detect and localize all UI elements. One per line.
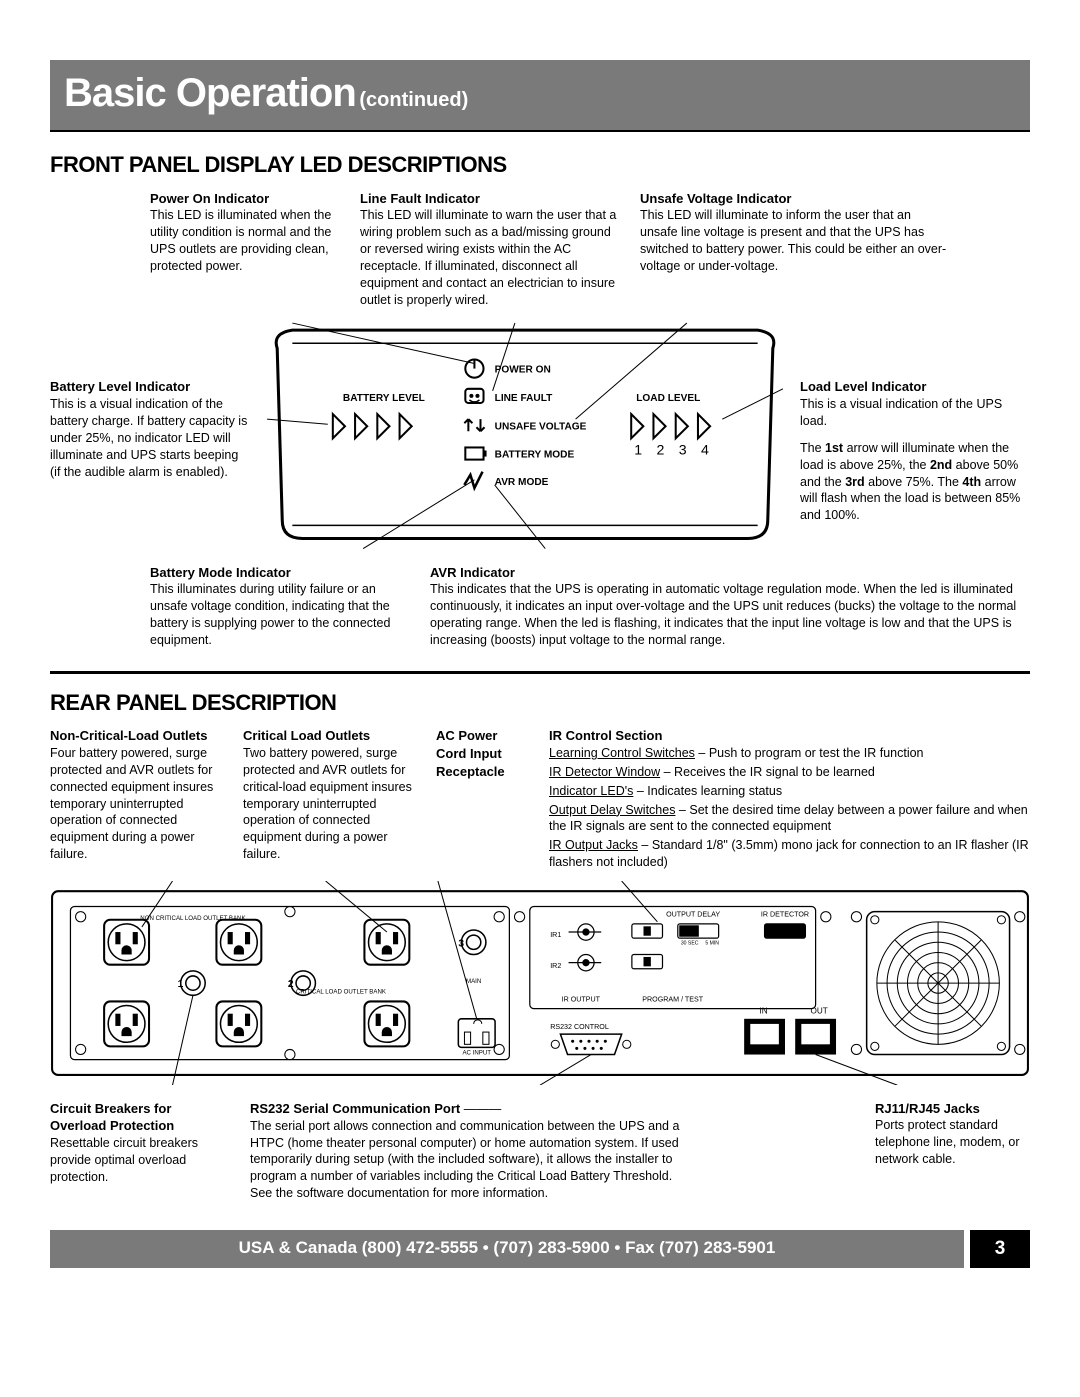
svg-text:2: 2 [656,443,664,459]
ir-item: IR Detector Window – Receives the IR sig… [549,764,1030,781]
svg-text:AVR MODE: AVR MODE [495,477,549,488]
ir-desc: IR Control Section Learning Control Swit… [549,727,1030,873]
line-fault-desc: Line Fault Indicator This LED will illum… [360,190,620,309]
svg-text:AC INPUT: AC INPUT [462,1050,491,1057]
svg-text:BATTERY MODE: BATTERY MODE [495,450,575,461]
svg-text:IR OUTPUT: IR OUTPUT [562,996,601,1004]
power-on-desc: Power On Indicator This LED is illuminat… [150,190,340,309]
svg-text:OUTPUT DELAY: OUTPUT DELAY [666,911,720,919]
crit-desc: Critical Load Outlets Two battery powere… [243,727,418,873]
svg-text:MAIN: MAIN [466,978,481,985]
page-subtitle: (continued) [359,89,468,111]
section-rear-title: REAR PANEL DESCRIPTION [50,688,1030,718]
svg-text:PROGRAM / TEST: PROGRAM / TEST [642,996,703,1004]
unsafe-voltage-desc: Unsafe Voltage Indicator This LED will i… [640,190,950,309]
section-front-title: FRONT PANEL DISPLAY LED DESCRIPTIONS [50,150,1030,180]
noncrit-desc: Non-Critical-Load Outlets Four battery p… [50,727,225,873]
page-title: Basic Operation [64,71,356,115]
svg-text:IN: IN [759,1007,767,1016]
acpower-desc: AC Power Cord Input Receptacle [436,727,531,873]
svg-text:BATTERY LEVEL: BATTERY LEVEL [343,393,425,404]
svg-text:1: 1 [178,979,184,990]
load-level-desc: Load Level Indicator This is a visual in… [800,318,1030,524]
footer-page: 3 [970,1230,1030,1268]
rj-desc: RJ11/RJ45 Jacks Ports protect standard t… [875,1100,1030,1202]
rs232-desc: RS232 Serial Communication Port ——— The … [250,1100,680,1202]
battery-mode-desc: Battery Mode Indicator This illuminates … [150,564,400,649]
svg-text:4: 4 [701,443,709,459]
svg-text:UNSAFE VOLTAGE: UNSAFE VOLTAGE [495,422,587,433]
svg-text:IR2: IR2 [550,962,561,970]
svg-text:30 SEC: 30 SEC [681,940,699,946]
svg-text:1: 1 [634,443,642,459]
svg-text:5 MIN: 5 MIN [705,940,719,946]
svg-text:LOAD LEVEL: LOAD LEVEL [636,393,700,404]
rear-panel-diagram: NON CRITICAL LOAD OUTLET BANK CRITICAL L… [50,881,1030,1090]
battery-level-desc: Battery Level Indicator This is a visual… [50,318,250,480]
svg-text:NON CRITICAL LOAD OUTLET BANK: NON CRITICAL LOAD OUTLET BANK [140,915,245,922]
svg-text:OUT: OUT [811,1007,828,1016]
svg-text:2: 2 [288,979,294,990]
front-panel-diagram: POWER ON LINE FAULT UNSAFE VOLTAGE BATTE… [262,318,788,555]
ir-item: Output Delay Switches – Set the desired … [549,802,1030,836]
ir-item: Indicator LED's – Indicates learning sta… [549,783,1030,800]
svg-text:3: 3 [458,938,464,949]
breakers-desc: Circuit Breakers for Overload Protection… [50,1100,220,1202]
svg-text:IR1: IR1 [550,931,561,939]
footer-contact: USA & Canada (800) 472-5555 • (707) 283-… [50,1230,964,1268]
svg-text:RS232 CONTROL: RS232 CONTROL [550,1023,609,1031]
avr-desc: AVR Indicator This indicates that the UP… [430,564,1030,649]
svg-text:IR DETECTOR: IR DETECTOR [761,911,809,919]
svg-text:LINE FAULT: LINE FAULT [495,393,553,404]
footer: USA & Canada (800) 472-5555 • (707) 283-… [50,1230,1030,1268]
ir-item: IR Output Jacks – Standard 1/8" (3.5mm) … [549,837,1030,871]
title-bar: Basic Operation (continued) [50,60,1030,132]
ir-item: Learning Control Switches – Push to prog… [549,745,1030,762]
svg-text:POWER ON: POWER ON [495,365,551,376]
svg-text:3: 3 [679,443,687,459]
